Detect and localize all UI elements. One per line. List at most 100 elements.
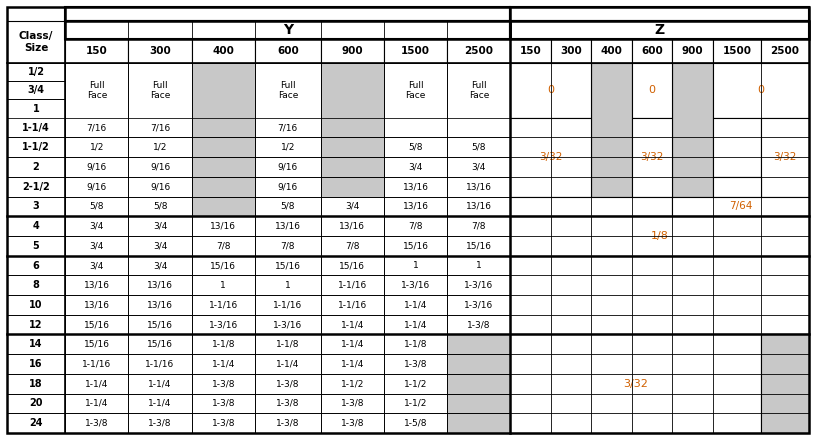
- Bar: [672, 118, 713, 137]
- Bar: [65, 177, 128, 197]
- Bar: [551, 374, 592, 394]
- Bar: [192, 275, 255, 295]
- Bar: [511, 334, 551, 354]
- Text: 3/4: 3/4: [153, 241, 167, 250]
- Text: 3: 3: [33, 202, 39, 211]
- Text: 15/16: 15/16: [147, 340, 173, 349]
- Bar: [384, 216, 447, 236]
- Bar: [713, 315, 761, 334]
- Bar: [551, 177, 592, 197]
- Text: 3/32: 3/32: [641, 152, 664, 162]
- Bar: [255, 256, 321, 275]
- Bar: [65, 216, 128, 236]
- Bar: [321, 177, 384, 197]
- Bar: [511, 137, 551, 157]
- Bar: [128, 39, 192, 63]
- Bar: [255, 275, 321, 295]
- Bar: [192, 413, 255, 433]
- Text: 3/4: 3/4: [28, 85, 45, 95]
- Bar: [384, 354, 447, 374]
- Bar: [632, 275, 672, 295]
- Bar: [447, 236, 511, 256]
- Bar: [447, 394, 511, 413]
- Bar: [65, 256, 128, 275]
- Bar: [7, 21, 65, 63]
- Text: 1-3/16: 1-3/16: [273, 320, 303, 329]
- Text: 5: 5: [33, 241, 39, 251]
- Bar: [384, 394, 447, 413]
- Text: 9/16: 9/16: [277, 182, 298, 191]
- Text: 3/4: 3/4: [472, 162, 486, 172]
- Bar: [672, 236, 713, 256]
- Text: 3/4: 3/4: [153, 261, 167, 270]
- Text: 300: 300: [149, 46, 171, 56]
- Bar: [551, 275, 592, 295]
- Bar: [65, 236, 128, 256]
- Text: 7/16: 7/16: [150, 123, 171, 132]
- Text: 18: 18: [29, 379, 43, 389]
- Bar: [128, 374, 192, 394]
- Bar: [511, 413, 551, 433]
- Bar: [321, 275, 384, 295]
- Text: 1: 1: [285, 281, 290, 290]
- Text: 15/16: 15/16: [84, 340, 110, 349]
- Bar: [65, 315, 128, 334]
- Bar: [447, 137, 511, 157]
- Bar: [761, 256, 809, 275]
- Bar: [713, 177, 761, 197]
- Text: 1-1/4: 1-1/4: [404, 320, 428, 329]
- Bar: [592, 354, 632, 374]
- Bar: [128, 197, 192, 216]
- Text: 5/8: 5/8: [408, 143, 423, 152]
- Bar: [632, 354, 672, 374]
- Bar: [7, 63, 65, 81]
- Bar: [761, 118, 809, 137]
- Bar: [632, 394, 672, 413]
- Text: 1-1/4: 1-1/4: [340, 340, 364, 349]
- Bar: [632, 137, 672, 157]
- Text: 15/16: 15/16: [402, 241, 428, 250]
- Text: 16: 16: [29, 359, 43, 369]
- Bar: [672, 413, 713, 433]
- Text: 300: 300: [561, 46, 582, 56]
- Bar: [713, 413, 761, 433]
- Text: 1-1/4: 1-1/4: [22, 123, 50, 132]
- Text: Full
Face: Full Face: [277, 81, 298, 100]
- Bar: [255, 413, 321, 433]
- Bar: [255, 216, 321, 236]
- Bar: [65, 7, 511, 21]
- Bar: [7, 236, 65, 256]
- Bar: [447, 295, 511, 315]
- Bar: [672, 137, 713, 157]
- Text: 900: 900: [342, 46, 363, 56]
- Bar: [255, 63, 321, 118]
- Bar: [632, 216, 672, 236]
- Text: 1/2: 1/2: [153, 143, 167, 152]
- Text: 0: 0: [757, 85, 765, 95]
- Text: 1-1/2: 1-1/2: [340, 379, 364, 388]
- Bar: [192, 216, 255, 236]
- Text: 3/32: 3/32: [539, 152, 562, 162]
- Text: 1-3/8: 1-3/8: [149, 418, 172, 428]
- Text: 1/8: 1/8: [651, 231, 668, 241]
- Text: Full
Face: Full Face: [468, 81, 489, 100]
- Text: 1-1/8: 1-1/8: [211, 340, 235, 349]
- Bar: [128, 137, 192, 157]
- Text: 9/16: 9/16: [86, 162, 107, 172]
- Text: 13/16: 13/16: [402, 202, 428, 211]
- Bar: [447, 315, 511, 334]
- Text: 1-1/4: 1-1/4: [85, 399, 109, 408]
- Bar: [321, 256, 384, 275]
- Text: 1-1/4: 1-1/4: [149, 379, 171, 388]
- Bar: [672, 197, 809, 216]
- Bar: [255, 118, 321, 137]
- Text: 1-1/4: 1-1/4: [85, 379, 109, 388]
- Text: 9/16: 9/16: [150, 182, 171, 191]
- Bar: [511, 21, 809, 39]
- Bar: [592, 177, 632, 197]
- Bar: [511, 118, 551, 137]
- Text: 1-1/4: 1-1/4: [149, 399, 171, 408]
- Bar: [511, 394, 551, 413]
- Text: 1-1/4: 1-1/4: [276, 359, 299, 369]
- Bar: [511, 7, 809, 21]
